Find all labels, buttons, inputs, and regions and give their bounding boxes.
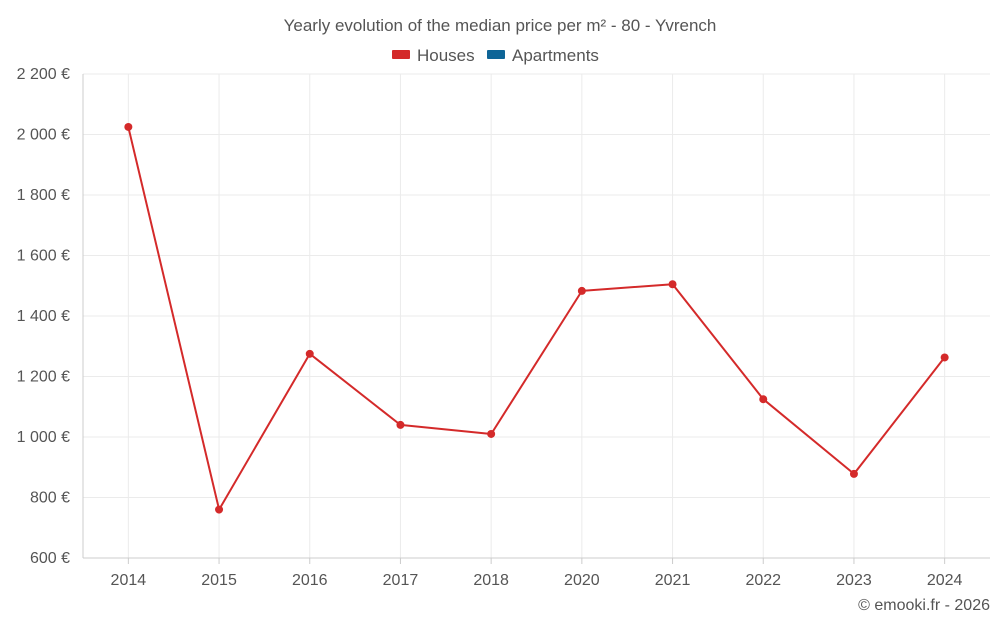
data-point-houses[interactable] xyxy=(577,286,586,295)
y-tick-label: 1 400 € xyxy=(17,308,70,325)
data-point-houses[interactable] xyxy=(487,429,496,438)
x-tick-label: 2024 xyxy=(927,572,963,589)
data-point-houses[interactable] xyxy=(305,349,314,358)
x-tick-label: 2017 xyxy=(383,572,419,589)
y-tick-label: 800 € xyxy=(30,490,70,507)
x-tick-label: 2022 xyxy=(745,572,781,589)
data-point-houses[interactable] xyxy=(668,280,677,289)
y-axis-labels: 600 € 800 € 1 000 € 1 200 € 1 400 € 1 600 € 1 … xyxy=(17,66,70,567)
y-tick-label: 1 800 € xyxy=(17,187,70,204)
x-axis-labels: 2014 2015 2016 2017 2018 2020 2021 2022 2023 2024 xyxy=(111,572,963,589)
chart-title: Yearly evolution of the median price per… xyxy=(284,16,717,35)
legend-swatch-houses xyxy=(392,50,410,59)
y-tick-label: 1 200 € xyxy=(17,369,70,386)
legend-label-apartments: Apartments xyxy=(512,46,599,65)
y-tick-label: 2 200 € xyxy=(17,66,70,83)
data-point-houses[interactable] xyxy=(849,469,858,478)
x-tick-label: 2020 xyxy=(564,572,600,589)
data-point-houses[interactable] xyxy=(396,420,405,429)
data-point-houses[interactable] xyxy=(759,395,768,404)
x-tick-label: 2021 xyxy=(655,572,691,589)
legend-item-apartments[interactable]: Apartments xyxy=(487,46,599,65)
credit-text: © emooki.fr - 2026 xyxy=(858,597,990,614)
x-tick-label: 2016 xyxy=(292,572,328,589)
y-tick-label: 1 000 € xyxy=(17,429,70,446)
data-point-houses[interactable] xyxy=(940,353,949,362)
legend: Houses Apartments xyxy=(392,46,599,65)
x-tick-label: 2014 xyxy=(111,572,147,589)
x-tick-label: 2023 xyxy=(836,572,872,589)
y-tick-label: 2 000 € xyxy=(17,127,70,144)
legend-swatch-apartments xyxy=(487,50,505,59)
axes xyxy=(82,74,990,564)
data-point-houses[interactable] xyxy=(215,505,224,514)
x-tick-label: 2015 xyxy=(201,572,237,589)
x-tick-label: 2018 xyxy=(473,572,509,589)
series-line-houses xyxy=(127,126,946,511)
grid xyxy=(83,73,990,558)
y-tick-label: 1 600 € xyxy=(17,248,70,265)
legend-label-houses: Houses xyxy=(417,46,475,65)
series xyxy=(124,122,949,514)
y-tick-label: 600 € xyxy=(30,550,70,567)
legend-item-houses[interactable]: Houses xyxy=(392,46,475,65)
data-point-houses[interactable] xyxy=(124,122,133,131)
